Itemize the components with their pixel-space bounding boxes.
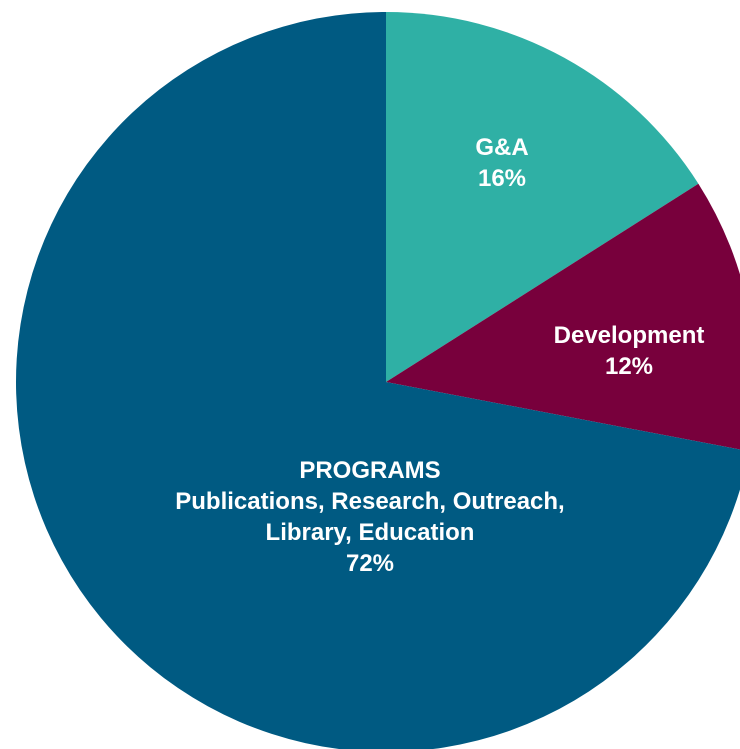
slice-percent-label: 16%: [478, 165, 526, 192]
pie-slice-label-3: PROGRAMS Publications, Research, Outreach…: [175, 457, 564, 577]
slice-name-label: Development: [554, 322, 705, 349]
pie-slices: [16, 12, 740, 749]
pie-labels: G&A 16% Development 12% PROGRAMS Publications…: [175, 134, 704, 577]
pie-slice-2: [386, 183, 740, 450]
pie-slice-3: [16, 12, 740, 749]
slice-percent-label: 72%: [346, 550, 394, 577]
slice-percent-label: 12%: [605, 353, 653, 380]
pie-slice-1: [386, 12, 699, 382]
slice-name-label: G&A: [475, 134, 528, 161]
slice-name-label: PROGRAMS: [299, 457, 440, 484]
pie-slice-label-2: Development 12%: [554, 322, 705, 380]
pie-slice-label-1: G&A 16%: [475, 134, 528, 192]
slice-name-label: Library, Education: [266, 519, 475, 546]
slice-name-label: Publications, Research, Outreach,: [175, 488, 564, 515]
